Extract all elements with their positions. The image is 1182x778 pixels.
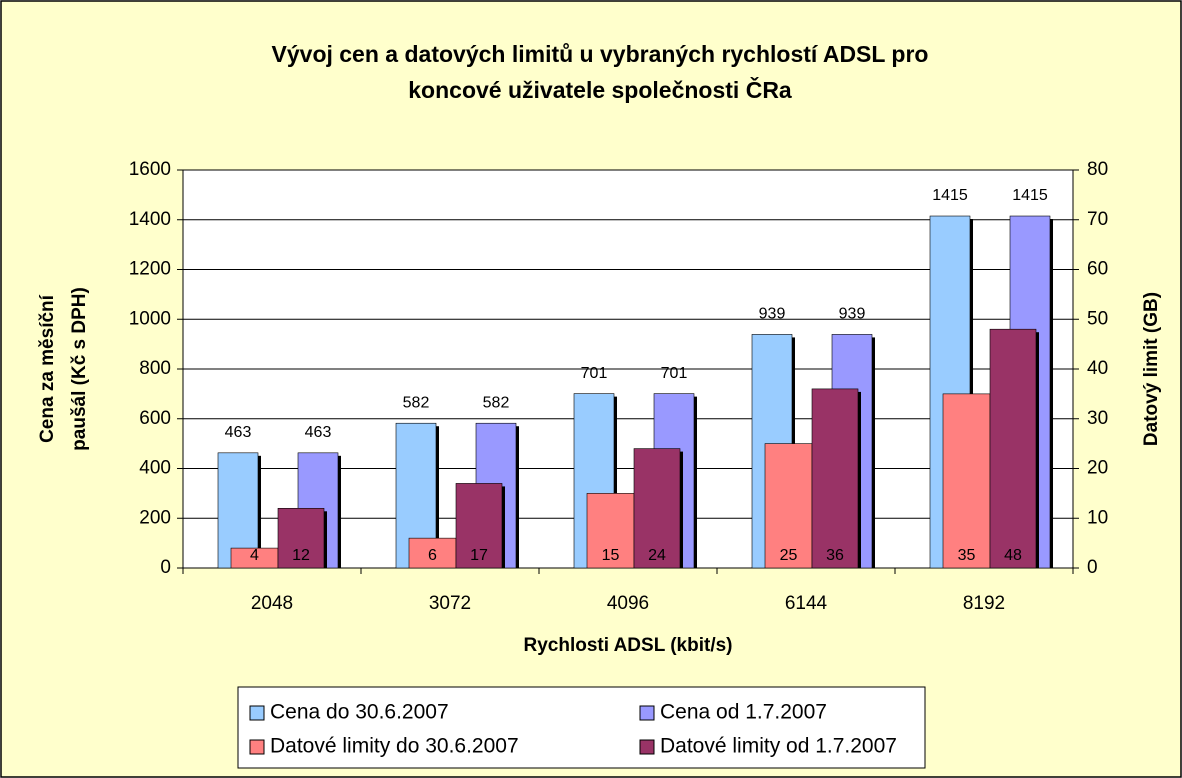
data-label: 939: [839, 306, 866, 323]
x-tick-label: 8192: [963, 593, 1005, 614]
data-label: 12: [292, 547, 310, 564]
chart-title: koncové uživatele společnosti ČRa: [408, 76, 792, 103]
y2-tick-label: 30: [1087, 408, 1108, 429]
data-label: 939: [759, 306, 786, 323]
y-tick-label: 1200: [129, 259, 171, 280]
y2-tick-label: 0: [1087, 557, 1098, 578]
data-label: 24: [648, 547, 666, 564]
legend-swatch: [639, 705, 655, 721]
x-tick-label: 2048: [251, 593, 293, 614]
data-label: 15: [602, 547, 620, 564]
y-tick-label: 800: [139, 358, 171, 379]
y2-tick-label: 10: [1087, 507, 1108, 528]
bar: [811, 388, 859, 569]
y2-tick-label: 60: [1087, 259, 1108, 280]
data-label: 36: [826, 547, 844, 564]
bar: [989, 328, 1037, 569]
y-tick-label: 400: [139, 458, 171, 479]
y-tick-label: 1600: [129, 159, 171, 180]
data-label: 4: [250, 547, 259, 564]
bar: [764, 443, 813, 569]
data-label: 463: [225, 424, 252, 441]
bar: [277, 507, 325, 569]
bar: [942, 393, 991, 569]
data-label: 25: [780, 547, 798, 564]
legend-label: Datové limity do 30.6.2007: [270, 735, 519, 758]
data-label: 1415: [932, 187, 968, 204]
y2-tick-label: 20: [1087, 458, 1108, 479]
legend-swatch: [249, 705, 265, 721]
y-tick-label: 600: [139, 408, 171, 429]
y-tick-label: 0: [160, 557, 171, 578]
data-label: 582: [483, 394, 510, 411]
y-tick-label: 1000: [129, 308, 171, 329]
y-tick-label: 200: [139, 507, 171, 528]
y-axis-label: paušál (Kč s DPH): [69, 287, 90, 451]
data-label: 17: [470, 547, 488, 564]
x-tick-label: 3072: [429, 593, 471, 614]
x-tick-label: 6144: [785, 593, 828, 614]
legend-label: Cena od 1.7.2007: [660, 701, 827, 724]
x-axis-label: Rychlosti ADSL (kbit/s): [523, 635, 732, 656]
y-tick-label: 1400: [129, 209, 171, 230]
x-tick-label: 4096: [607, 593, 649, 614]
y-axis-label: Cena za měsíční: [37, 294, 58, 443]
legend-label: Cena do 30.6.2007: [270, 701, 449, 724]
data-label: 463: [305, 424, 332, 441]
chart-title: Vývoj cen a datových limitů u vybraných …: [272, 41, 929, 67]
data-label: 35: [958, 547, 976, 564]
data-label: 1415: [1012, 187, 1048, 204]
data-label: 701: [581, 365, 608, 382]
y2-tick-label: 40: [1087, 358, 1108, 379]
legend-swatch: [639, 739, 655, 755]
legend: [237, 686, 926, 769]
bar: [455, 483, 503, 569]
y2-tick-label: 50: [1087, 308, 1108, 329]
data-label: 6: [428, 547, 437, 564]
y2-tick-label: 70: [1087, 209, 1108, 230]
y2-tick-label: 80: [1087, 159, 1108, 180]
bar: [633, 448, 681, 569]
legend-swatch: [249, 739, 265, 755]
y2-axis-label: Datový limit (GB): [1141, 292, 1162, 446]
data-label: 701: [661, 365, 688, 382]
data-label: 48: [1004, 547, 1022, 564]
legend-label: Datové limity od 1.7.2007: [660, 735, 897, 758]
data-label: 582: [403, 394, 430, 411]
bar: [586, 493, 635, 569]
